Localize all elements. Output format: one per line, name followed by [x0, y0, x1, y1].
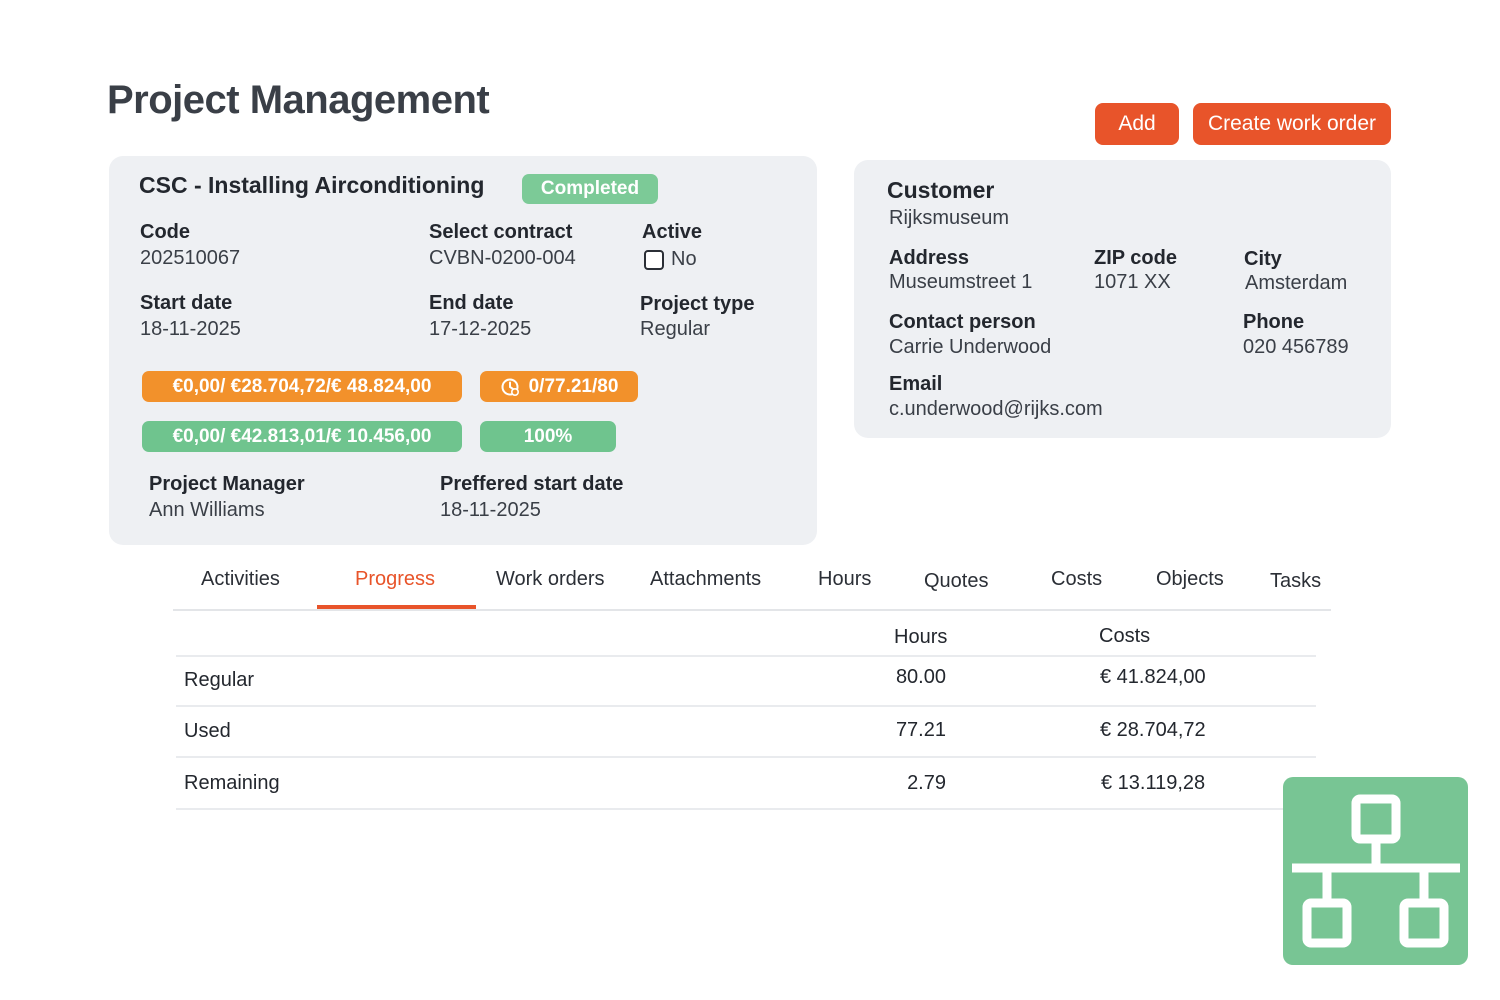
customer-name: Rijksmuseum	[889, 207, 1010, 229]
tab-activities[interactable]: Activities	[201, 568, 280, 590]
tab-progress[interactable]: Progress	[355, 568, 436, 590]
hours-budget-text: 0/77.21/80	[528, 375, 619, 397]
add-button[interactable]: Add	[1095, 103, 1179, 145]
start-date-label: Start date	[140, 292, 233, 314]
project-type-label: Project type	[640, 293, 755, 315]
cost-budget-pill: €0,00/ €28.704,72/€ 48.824,00	[142, 371, 462, 402]
email-value[interactable]: c.underwood@rijks.com	[889, 398, 1103, 420]
tab-hours[interactable]: Hours	[818, 568, 872, 590]
tab-tasks[interactable]: Tasks	[1270, 570, 1322, 592]
create-work-order-button[interactable]: Create work order	[1193, 103, 1391, 145]
phone-value: 020 456789	[1243, 336, 1349, 358]
active-checkbox[interactable]	[644, 250, 664, 270]
column-header-costs: Costs	[1099, 625, 1151, 647]
contract-value[interactable]: CVBN-0200-004	[429, 247, 576, 269]
project-name: CSC - Installing Airconditioning	[139, 172, 485, 198]
row-label-used: Used	[184, 720, 231, 742]
tab-quotes[interactable]: Quotes	[924, 570, 989, 592]
row-costs-regular: € 41.824,00	[1100, 666, 1206, 688]
zip-label: ZIP code	[1094, 247, 1177, 269]
customer-card: Customer Rijksmuseum Address Museumstree…	[854, 160, 1391, 438]
city-value: Amsterdam	[1245, 272, 1348, 294]
project-type-value: Regular	[640, 318, 711, 340]
start-date-value: 18-11-2025	[140, 318, 241, 340]
project-card: CSC - Installing Airconditioning Complet…	[109, 156, 817, 545]
table-divider	[176, 705, 1316, 707]
phone-label: Phone	[1243, 311, 1305, 333]
table-divider	[176, 808, 1316, 810]
hours-budget-pill: 0/77.21/80	[480, 371, 638, 402]
page-title: Project Management	[107, 78, 490, 122]
cost-actual-pill: €0,00/ €42.813,01/€ 10.456,00	[142, 421, 462, 452]
row-costs-remaining: € 13.119,28	[1101, 772, 1206, 794]
email-label: Email	[889, 373, 943, 395]
code-value: 202510067	[140, 247, 241, 269]
network-tile	[1283, 777, 1468, 965]
row-label-remaining: Remaining	[184, 772, 280, 794]
zip-value: 1071 XX	[1094, 271, 1171, 293]
contact-person-label: Contact person	[889, 311, 1036, 333]
preferred-start-label: Preffered start date	[440, 473, 624, 495]
tab-costs[interactable]: Costs	[1051, 568, 1103, 590]
end-date-value: 17-12-2025	[429, 318, 532, 340]
row-hours-used: 77.21	[895, 719, 946, 741]
tab-objects[interactable]: Objects	[1156, 568, 1224, 590]
row-hours-regular: 80.00	[895, 666, 946, 688]
active-tab-indicator	[317, 605, 476, 609]
tab-attachments[interactable]: Attachments	[650, 568, 762, 590]
contract-label: Select contract	[429, 221, 573, 243]
customer-heading: Customer	[887, 177, 995, 203]
tab-bar: Activities Progress Work orders Attachme…	[173, 560, 1331, 611]
active-value: No	[671, 248, 697, 270]
row-costs-used: € 28.704,72	[1100, 719, 1206, 741]
project-manager-value: Ann Williams	[149, 499, 265, 521]
contact-person-value: Carrie Underwood	[889, 336, 1052, 358]
project-manager-label: Project Manager	[149, 473, 305, 495]
row-label-regular: Regular	[184, 669, 255, 691]
tab-work-orders[interactable]: Work orders	[496, 568, 605, 590]
column-header-hours: Hours	[894, 626, 948, 648]
city-label: City	[1244, 248, 1282, 270]
address-value: Museumstreet 1	[889, 271, 1033, 293]
code-label: Code	[140, 221, 190, 243]
status-badge: Completed	[522, 174, 658, 204]
progress-percent-pill: 100%	[480, 421, 616, 452]
table-divider	[176, 655, 1316, 657]
preferred-start-value: 18-11-2025	[440, 499, 541, 521]
table-divider	[176, 756, 1316, 758]
row-hours-remaining: 2.79	[907, 772, 946, 794]
network-hierarchy-icon	[1292, 794, 1460, 948]
active-label: Active	[642, 221, 703, 243]
address-label: Address	[889, 247, 970, 269]
end-date-label: End date	[429, 292, 514, 314]
clock-icon	[500, 377, 520, 397]
